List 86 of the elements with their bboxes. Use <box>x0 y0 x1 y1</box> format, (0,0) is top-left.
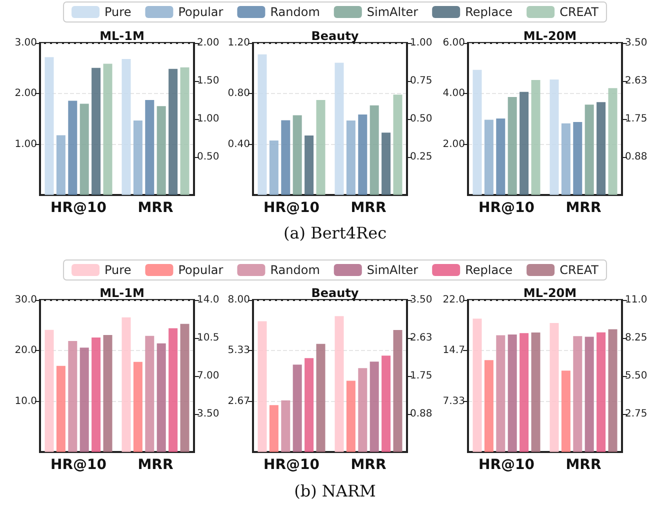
y-tick-label: 0.80 <box>228 88 250 100</box>
x-tick-label: HR@10 <box>478 457 535 473</box>
x-tick-label: HR@10 <box>264 200 320 216</box>
text: (b) NARM <box>294 482 376 500</box>
y2-tick-label: 3.50 <box>197 408 220 420</box>
bar <box>80 104 89 195</box>
y-tick-label: 2.00 <box>442 138 465 150</box>
y-tick-label: 6.00 <box>442 38 465 48</box>
x-tick-label: HR@10 <box>50 200 107 216</box>
bar <box>92 337 101 452</box>
legend-label: Random <box>270 5 320 19</box>
y-tick-label: 2.67 <box>228 396 250 407</box>
text: (a) Bert4Rec <box>283 224 387 242</box>
y2-tick-label: 0.75 <box>410 76 432 86</box>
y-tick-label: 1.20 <box>228 38 250 48</box>
y2-tick-label: 1.00 <box>197 114 220 124</box>
x-tick-label: HR@10 <box>478 200 535 216</box>
y2-tick-label: 14.0 <box>197 294 220 306</box>
x-tick-label: MRR <box>138 457 174 473</box>
chart-title: ML-20M <box>523 286 577 300</box>
y2-tick-label: 2.75 <box>625 408 648 420</box>
y-tick-label: 0.40 <box>228 138 250 150</box>
bar <box>56 366 66 452</box>
legend-label: Popular <box>178 263 224 277</box>
y2-tick-label: 0.50 <box>197 152 220 162</box>
chart-title: Beauty <box>311 29 359 43</box>
y2-tick-label: 5.50 <box>625 370 648 382</box>
y2-tick-label: 8.25 <box>625 332 648 344</box>
legend-label: Pure <box>104 263 132 277</box>
y2-tick-label: 7.00 <box>197 370 220 382</box>
x-tick-label: MRR <box>350 457 386 473</box>
legend-label: Replace <box>465 263 513 277</box>
y-tick-label: 5.33 <box>228 345 250 356</box>
legend-label: SimAlter <box>366 5 418 19</box>
bar <box>56 135 66 195</box>
bar <box>92 68 101 195</box>
y2-tick-label: 10.5 <box>197 332 220 344</box>
y-tick-label: 3.00 <box>14 38 37 48</box>
x-tick-label: MRR <box>350 200 386 216</box>
y-tick-label: 8.00 <box>228 294 250 306</box>
chart-title: Beauty <box>311 286 359 300</box>
x-tick-label: MRR <box>566 200 602 216</box>
bar <box>68 100 78 195</box>
y2-tick-label: 3.50 <box>625 38 648 48</box>
y2-tick-label: 1.75 <box>625 114 648 124</box>
bar <box>44 330 54 452</box>
y-tick-label: 7.33 <box>442 396 465 407</box>
y2-tick-label: 0.25 <box>410 152 432 162</box>
y2-tick-label: 2.63 <box>625 76 648 86</box>
x-tick-label: HR@10 <box>264 457 320 473</box>
y2-tick-label: 1.00 <box>410 38 432 48</box>
y-tick-label: 30.0 <box>14 294 37 306</box>
chart-title: ML-1M <box>100 29 144 43</box>
y-tick-label: 22.0 <box>442 294 465 306</box>
y2-tick-label: 2.00 <box>197 38 220 48</box>
y2-tick-label: 0.88 <box>410 408 432 420</box>
y2-tick-label: 1.50 <box>197 76 220 86</box>
legend-label: Random <box>270 263 320 277</box>
x-tick-label: HR@10 <box>50 457 107 473</box>
y-tick-label: 2.00 <box>14 88 37 100</box>
chart-title: ML-1M <box>100 286 144 300</box>
bar <box>103 64 112 195</box>
chart-title: ML-20M <box>523 29 577 43</box>
bar <box>80 348 89 452</box>
y2-tick-label: 0.50 <box>410 114 432 124</box>
y2-tick-label: 2.63 <box>410 332 432 344</box>
y2-tick-label: 3.50 <box>410 294 432 306</box>
y2-tick-label: 1.75 <box>410 370 432 382</box>
legend-label: Popular <box>178 5 224 19</box>
legend-label: SimAlter <box>366 263 418 277</box>
y-tick-label: 4.00 <box>442 88 465 100</box>
y2-tick-label: 11.0 <box>625 294 648 306</box>
legend-label: Replace <box>465 5 513 19</box>
y-tick-label: 14.7 <box>442 345 465 356</box>
y2-tick-label: 0.88 <box>625 152 648 162</box>
bar <box>103 334 112 452</box>
legend-label: Pure <box>104 5 132 19</box>
y-tick-label: 10.0 <box>14 396 37 407</box>
x-tick-label: MRR <box>566 457 602 473</box>
y-tick-label: 1.00 <box>14 138 37 150</box>
legend-label: CREAT <box>560 263 600 277</box>
bar <box>68 341 78 452</box>
bar <box>44 57 54 195</box>
legend-label: CREAT <box>560 5 600 19</box>
y-tick-label: 20.0 <box>14 345 37 356</box>
x-tick-label: MRR <box>138 200 174 216</box>
